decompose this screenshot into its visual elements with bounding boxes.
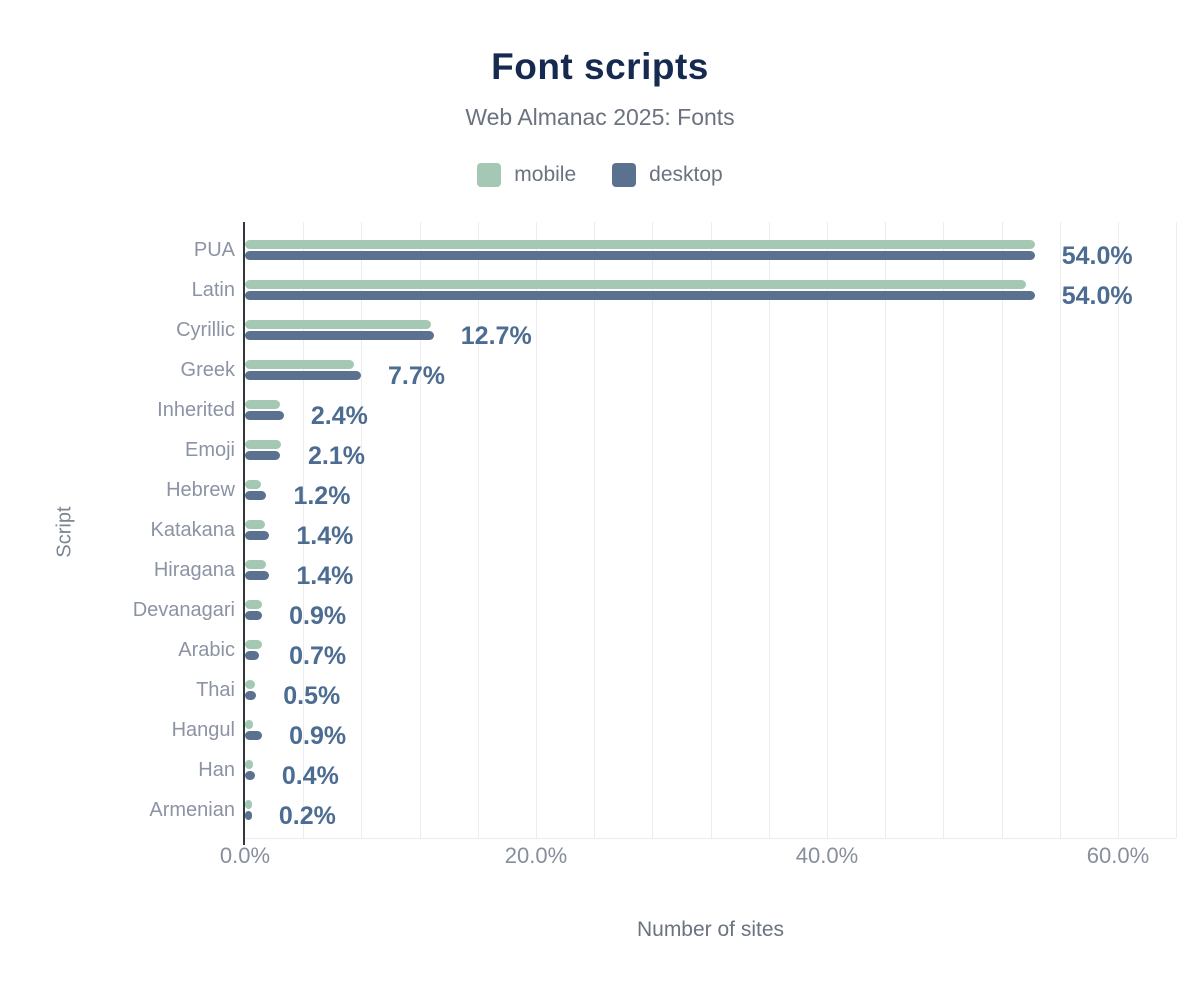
bar-mobile — [245, 800, 252, 809]
bar-desktop — [245, 811, 252, 820]
gridline — [1176, 222, 1177, 838]
bar-desktop — [245, 411, 284, 420]
bar-mobile — [245, 520, 265, 529]
bar-mobile — [245, 320, 431, 329]
x-tick-label: 60.0% — [1086, 843, 1150, 868]
value-label: 12.7% — [460, 322, 532, 350]
x-tick-label: 20.0% — [504, 843, 568, 868]
legend: mobile desktop — [0, 163, 1200, 187]
bar-desktop — [245, 611, 263, 620]
bar-desktop — [245, 371, 362, 380]
bar-mobile — [245, 720, 254, 729]
legend-label-mobile: mobile — [514, 163, 577, 186]
value-label: 7.7% — [388, 362, 446, 390]
bar-mobile — [245, 360, 354, 369]
value-label: 1.4% — [296, 522, 354, 550]
bar-mobile — [245, 760, 254, 769]
gridline — [827, 222, 828, 838]
value-label: 0.9% — [289, 602, 347, 630]
category-label: Armenian — [149, 799, 235, 821]
value-label: 54.0% — [1061, 282, 1133, 310]
category-label: Latin — [191, 279, 235, 301]
bar-mobile — [245, 440, 281, 449]
gridline — [1118, 222, 1119, 838]
category-label: Thai — [196, 679, 235, 701]
x-tick-label: 40.0% — [795, 843, 859, 868]
bar-mobile — [245, 640, 263, 649]
bar-desktop — [245, 691, 257, 700]
value-label: 0.7% — [289, 642, 347, 670]
gridline — [1002, 222, 1003, 838]
category-label: Hiragana — [153, 559, 235, 581]
gridline — [711, 222, 712, 838]
x-tick-label: 0.0% — [219, 843, 271, 868]
gridline — [769, 222, 770, 838]
bar-mobile — [245, 480, 261, 489]
category-label: Hangul — [171, 719, 235, 741]
bar-desktop — [245, 491, 267, 500]
bar-mobile — [245, 280, 1026, 289]
bar-mobile — [245, 240, 1035, 249]
category-label: Greek — [180, 359, 235, 381]
y-axis-title: Script — [53, 506, 76, 558]
bar-mobile — [245, 560, 267, 569]
category-label: Inherited — [157, 399, 235, 421]
value-label: 2.4% — [310, 402, 368, 430]
value-label: 1.2% — [293, 482, 351, 510]
gridline — [943, 222, 944, 838]
value-label: 0.2% — [278, 802, 336, 830]
gridline — [361, 222, 362, 838]
value-label: 0.9% — [289, 722, 347, 750]
bar-mobile — [245, 600, 263, 609]
value-label: 2.1% — [308, 442, 365, 470]
bar-desktop — [245, 571, 270, 580]
bar-desktop — [245, 531, 270, 540]
bar-desktop — [245, 451, 280, 460]
value-label: 54.0% — [1061, 242, 1133, 270]
bar-desktop — [245, 731, 263, 740]
bar-desktop — [245, 251, 1035, 260]
category-label: Katakana — [150, 519, 235, 541]
gridline — [594, 222, 595, 838]
bar-desktop — [245, 331, 434, 340]
desktop-series-swatch — [612, 163, 637, 187]
value-label: 1.4% — [296, 562, 354, 590]
mobile-series-swatch — [477, 163, 502, 187]
legend-label-desktop: desktop — [649, 163, 723, 186]
category-label: Cyrillic — [176, 319, 235, 341]
category-label: PUA — [193, 239, 235, 261]
chart-subtitle: Web Almanac 2025: Fonts — [465, 104, 735, 130]
value-label: 0.5% — [283, 682, 341, 710]
category-label: Devanagari — [132, 599, 235, 621]
gridline — [1060, 222, 1061, 838]
bar-mobile — [245, 400, 280, 409]
x-axis-title: Number of sites — [636, 918, 785, 941]
gridline — [885, 222, 886, 838]
category-label: Han — [198, 759, 235, 781]
category-label: Emoji — [184, 439, 235, 461]
category-label: Arabic — [178, 639, 235, 661]
gridline — [420, 222, 421, 838]
value-label: 0.4% — [281, 762, 339, 790]
bar-desktop — [245, 771, 255, 780]
category-label: Hebrew — [166, 479, 235, 501]
chart-title: Font scripts — [491, 46, 709, 87]
legend-item-desktop[interactable]: desktop — [612, 163, 723, 187]
bar-desktop — [245, 291, 1035, 300]
bar-mobile — [245, 680, 255, 689]
legend-item-mobile[interactable]: mobile — [477, 163, 576, 187]
bar-desktop — [245, 651, 260, 660]
plot-area: PUA 54.0% Latin 54.0% Cyrillic 12.7% Greek 7.7%… — [133, 222, 1177, 845]
gridline — [652, 222, 653, 838]
gridline — [478, 222, 479, 838]
y-axis-line — [243, 222, 245, 845]
gridline — [536, 222, 537, 838]
gridline — [303, 222, 304, 838]
